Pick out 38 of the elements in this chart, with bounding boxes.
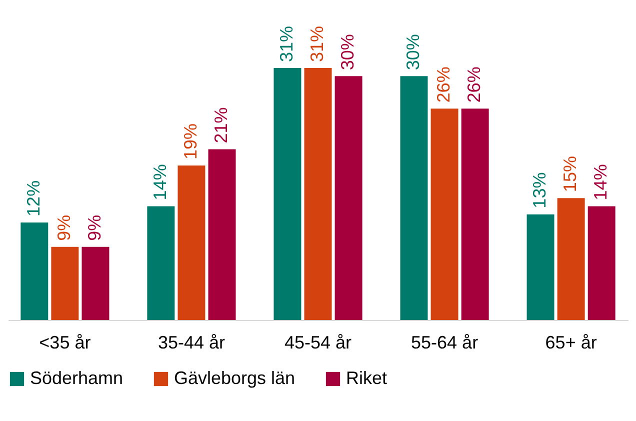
- data-label: 26%: [464, 66, 484, 103]
- data-label: 19%: [180, 124, 200, 160]
- bar: [208, 149, 236, 320]
- legend-label: Gävleborgs län: [174, 368, 296, 388]
- data-label: 30%: [402, 34, 423, 70]
- legend-label: Riket: [346, 368, 388, 388]
- bar: [274, 68, 302, 320]
- data-label: 12%: [23, 180, 44, 216]
- data-label: 31%: [276, 26, 296, 62]
- x-tick-label: 55-64 år: [411, 332, 478, 352]
- x-tick-label: 45-54 år: [284, 332, 352, 352]
- data-label: 9%: [54, 214, 74, 241]
- bar: [526, 214, 554, 320]
- x-tick-label: 35-44 år: [158, 332, 225, 352]
- bar: [178, 166, 206, 320]
- bar: [20, 222, 48, 320]
- bar: [51, 246, 79, 320]
- bar: [461, 108, 489, 320]
- bar: [304, 68, 332, 320]
- bar: [588, 206, 616, 320]
- data-label: 21%: [211, 107, 232, 144]
- bar: [82, 246, 110, 320]
- bar: [147, 206, 175, 320]
- data-label: 30%: [338, 34, 358, 70]
- bar: [334, 76, 362, 320]
- data-label: 14%: [590, 164, 611, 200]
- bar: [557, 198, 585, 320]
- data-label: 31%: [307, 26, 327, 62]
- x-tick-label: 65+ år: [545, 332, 597, 352]
- x-tick-label: <35 år: [39, 332, 91, 352]
- bar: [430, 108, 458, 320]
- data-label: 15%: [560, 156, 580, 192]
- legend-label: Söderhamn: [30, 368, 124, 388]
- bar: [400, 76, 428, 320]
- data-label: 13%: [530, 172, 550, 208]
- data-label: 26%: [434, 66, 454, 103]
- data-label: 9%: [84, 214, 104, 241]
- data-label: 14%: [150, 164, 170, 200]
